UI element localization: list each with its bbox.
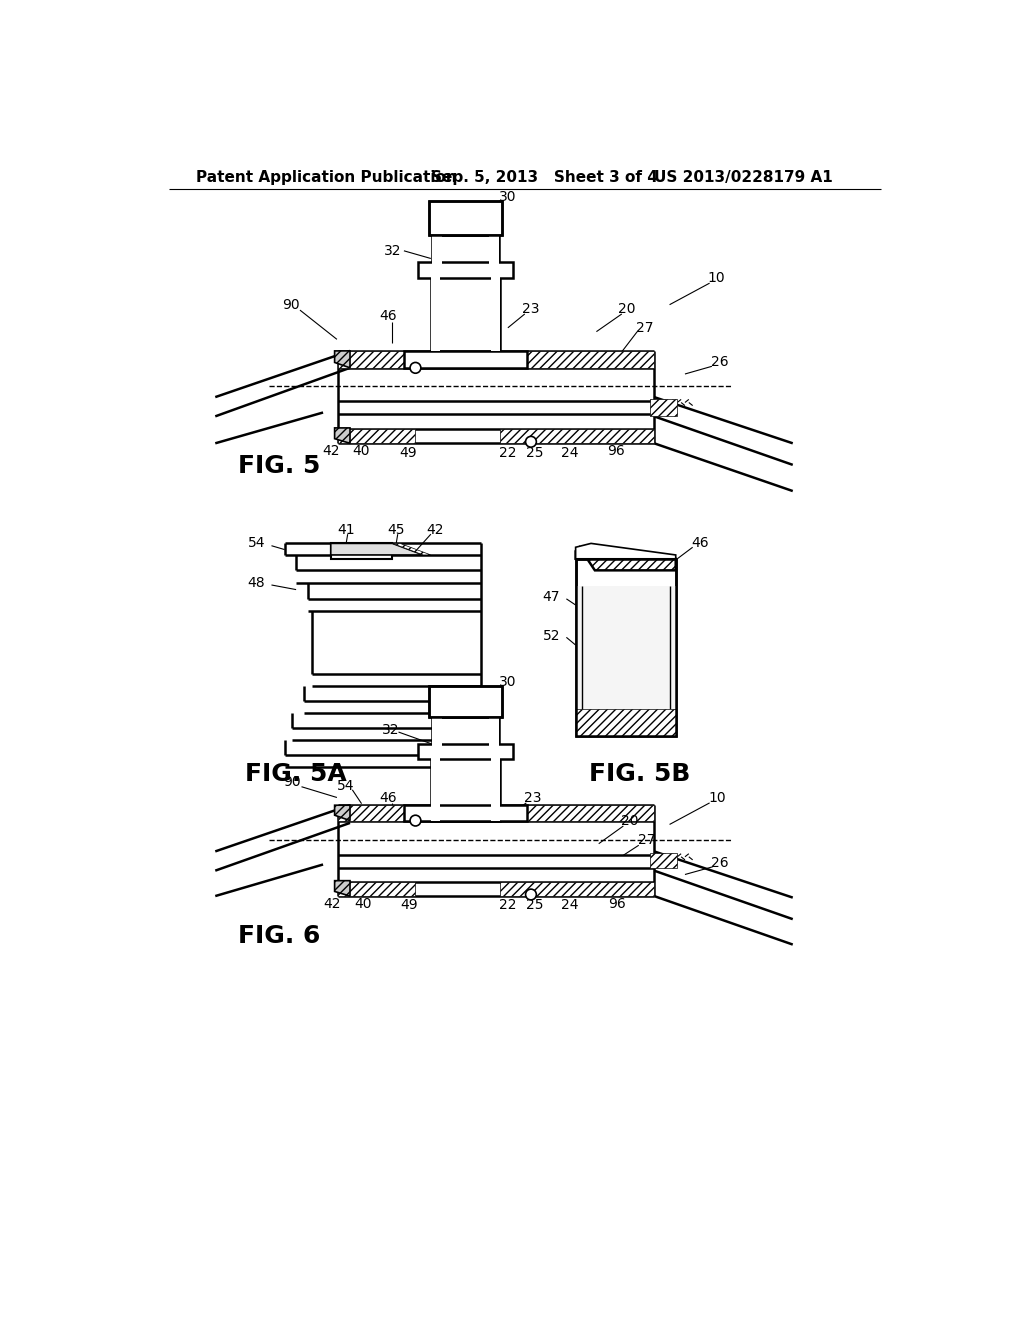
Text: 22: 22 xyxy=(499,899,517,912)
Text: 27: 27 xyxy=(636,321,653,335)
Text: 47: 47 xyxy=(543,590,560,605)
Bar xyxy=(432,235,441,275)
Text: 26: 26 xyxy=(711,355,728,370)
Bar xyxy=(500,351,654,368)
Text: 52: 52 xyxy=(543,628,560,643)
Text: 96: 96 xyxy=(607,444,625,458)
Text: FIG. 5A: FIG. 5A xyxy=(245,763,346,787)
Circle shape xyxy=(410,363,421,374)
Bar xyxy=(429,686,502,717)
Text: 24: 24 xyxy=(561,899,579,912)
Bar xyxy=(500,805,654,821)
Text: 30: 30 xyxy=(499,190,517,203)
Text: 54: 54 xyxy=(338,779,355,793)
Bar xyxy=(650,853,677,869)
Text: FIG. 5B: FIG. 5B xyxy=(589,763,690,787)
Text: 32: 32 xyxy=(384,244,401,257)
Text: 25: 25 xyxy=(526,899,544,912)
Polygon shape xyxy=(575,544,676,558)
Text: Patent Application Publication: Patent Application Publication xyxy=(196,170,457,185)
Bar xyxy=(431,755,500,821)
Bar xyxy=(339,429,416,444)
Bar xyxy=(339,351,416,368)
Text: 46: 46 xyxy=(380,791,397,804)
Text: 10: 10 xyxy=(707,271,725,285)
Bar xyxy=(432,688,499,714)
Bar xyxy=(575,709,676,737)
Text: 24: 24 xyxy=(561,446,579,459)
Bar xyxy=(339,882,416,896)
Text: 10: 10 xyxy=(709,791,726,804)
Text: 20: 20 xyxy=(618,301,636,315)
Circle shape xyxy=(525,890,537,900)
Bar xyxy=(407,354,525,366)
Text: 27: 27 xyxy=(638,833,655,847)
Bar xyxy=(429,201,502,235)
Polygon shape xyxy=(575,548,676,570)
Bar xyxy=(429,686,502,717)
Bar xyxy=(403,351,527,368)
Text: US 2013/0228179 A1: US 2013/0228179 A1 xyxy=(654,170,833,185)
Text: 40: 40 xyxy=(354,896,372,911)
Polygon shape xyxy=(335,351,350,368)
Text: 23: 23 xyxy=(522,301,540,315)
Text: 90: 90 xyxy=(282,298,300,312)
Text: 32: 32 xyxy=(382,723,399,737)
Polygon shape xyxy=(331,544,423,554)
Bar xyxy=(490,755,500,821)
Bar xyxy=(432,717,441,755)
Text: 30: 30 xyxy=(499,675,517,689)
Text: 49: 49 xyxy=(400,899,418,912)
Text: 23: 23 xyxy=(523,791,542,804)
Text: 25: 25 xyxy=(526,446,544,459)
Bar xyxy=(407,808,525,818)
Bar xyxy=(500,429,654,444)
Bar xyxy=(431,275,440,351)
Text: 46: 46 xyxy=(380,309,397,323)
Bar xyxy=(418,263,513,277)
Polygon shape xyxy=(335,428,350,444)
Text: 42: 42 xyxy=(426,523,443,536)
Text: 42: 42 xyxy=(324,896,341,911)
Bar xyxy=(490,275,500,351)
Bar xyxy=(339,805,416,821)
Bar xyxy=(432,203,499,231)
Bar xyxy=(575,586,676,709)
Bar xyxy=(431,755,440,821)
Bar xyxy=(432,717,499,755)
Text: Sep. 5, 2013   Sheet 3 of 4: Sep. 5, 2013 Sheet 3 of 4 xyxy=(431,170,657,185)
Text: 54: 54 xyxy=(248,536,265,550)
Bar xyxy=(500,882,654,896)
Text: 96: 96 xyxy=(608,896,626,911)
Text: 45: 45 xyxy=(387,523,404,536)
Bar xyxy=(403,805,527,821)
Bar xyxy=(331,544,392,558)
Text: 40: 40 xyxy=(353,444,371,458)
Polygon shape xyxy=(335,805,350,821)
Bar xyxy=(650,400,677,416)
Bar xyxy=(429,201,502,235)
Circle shape xyxy=(525,437,537,447)
Text: 20: 20 xyxy=(621,813,638,828)
Bar xyxy=(575,558,676,737)
Text: 48: 48 xyxy=(248,577,265,590)
Circle shape xyxy=(410,816,421,826)
Polygon shape xyxy=(392,544,431,554)
Text: 90: 90 xyxy=(284,775,301,789)
Text: 49: 49 xyxy=(399,446,417,459)
Bar xyxy=(489,235,499,275)
Bar xyxy=(431,275,500,351)
Text: FIG. 5: FIG. 5 xyxy=(239,454,321,478)
Bar xyxy=(575,558,676,737)
Bar xyxy=(432,235,499,275)
Text: 22: 22 xyxy=(499,446,517,459)
Text: FIG. 6: FIG. 6 xyxy=(239,924,321,948)
Text: 46: 46 xyxy=(691,536,710,550)
Bar xyxy=(489,717,499,755)
Text: 26: 26 xyxy=(711,855,728,870)
Polygon shape xyxy=(335,880,350,896)
Bar xyxy=(418,743,513,759)
Text: 41: 41 xyxy=(337,523,355,536)
Text: 42: 42 xyxy=(322,444,340,458)
